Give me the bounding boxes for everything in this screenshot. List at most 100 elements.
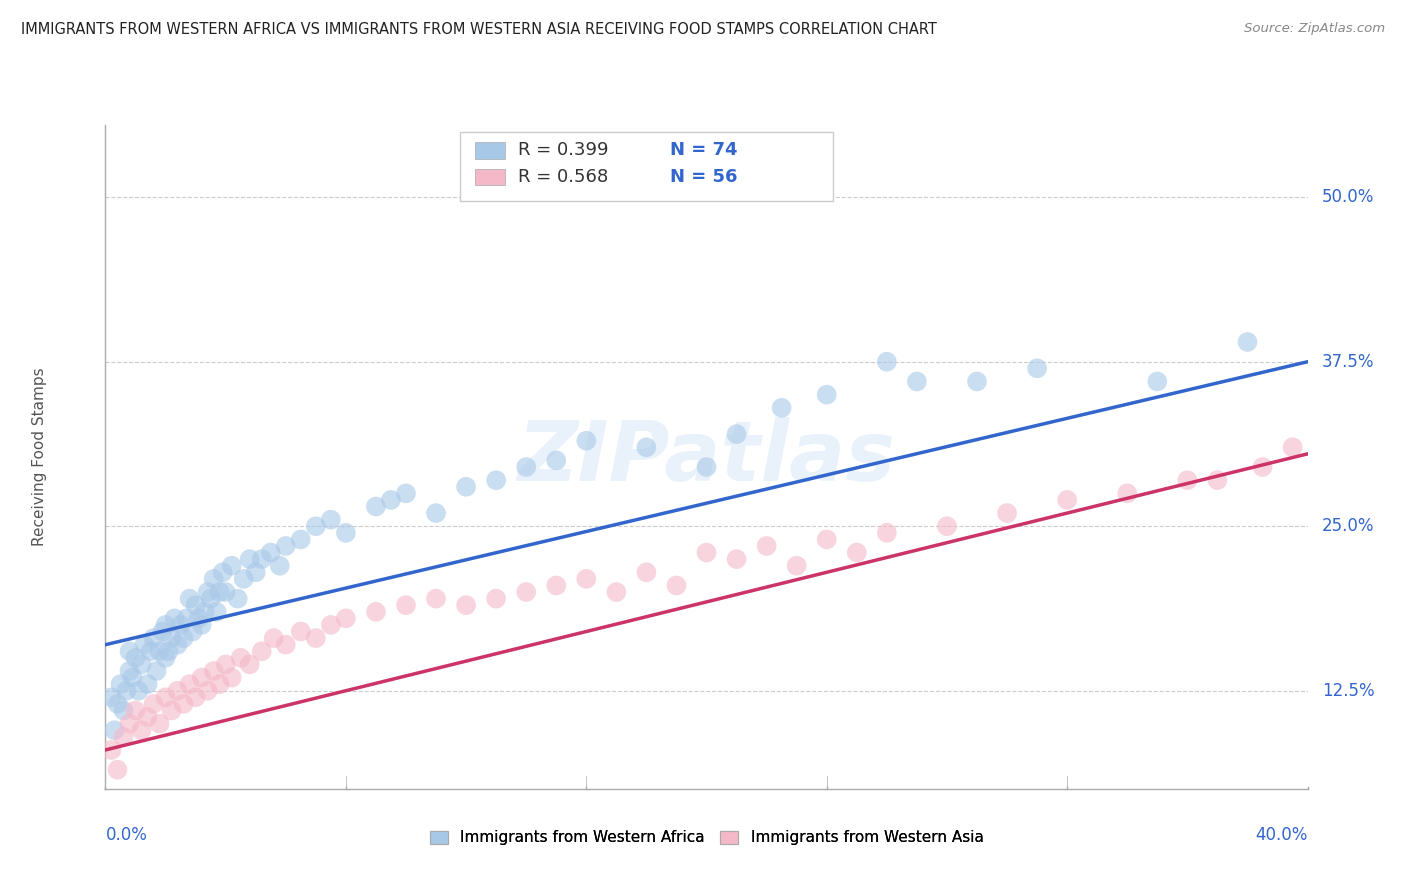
- Point: [696, 460, 718, 475]
- Point: [136, 710, 159, 724]
- Point: [485, 591, 508, 606]
- FancyBboxPatch shape: [460, 131, 832, 202]
- FancyBboxPatch shape: [474, 169, 505, 186]
- Point: [815, 533, 838, 547]
- Point: [876, 525, 898, 540]
- Point: [184, 598, 207, 612]
- Point: [110, 677, 132, 691]
- Point: [905, 375, 928, 389]
- Point: [155, 650, 177, 665]
- Point: [1251, 460, 1274, 475]
- Point: [380, 492, 402, 507]
- Point: [1206, 473, 1229, 487]
- Point: [190, 671, 212, 685]
- Text: Source: ZipAtlas.com: Source: ZipAtlas.com: [1244, 22, 1385, 36]
- Point: [121, 671, 143, 685]
- Point: [815, 387, 838, 401]
- Point: [876, 355, 898, 369]
- Text: R = 0.399: R = 0.399: [517, 141, 609, 159]
- Point: [319, 618, 342, 632]
- Point: [250, 644, 273, 658]
- Point: [214, 585, 236, 599]
- Point: [163, 611, 186, 625]
- Point: [425, 506, 447, 520]
- Point: [305, 631, 328, 645]
- Point: [995, 506, 1018, 520]
- Point: [103, 723, 125, 738]
- Point: [290, 533, 312, 547]
- Point: [179, 677, 201, 691]
- Text: N = 56: N = 56: [671, 168, 738, 186]
- Point: [605, 585, 627, 599]
- Text: N = 74: N = 74: [671, 141, 738, 159]
- Point: [1281, 440, 1303, 454]
- Point: [546, 578, 568, 592]
- Legend: Immigrants from Western Africa, Immigrants from Western Asia: Immigrants from Western Africa, Immigran…: [423, 824, 990, 852]
- Text: 40.0%: 40.0%: [1256, 826, 1308, 844]
- Point: [290, 624, 312, 639]
- Point: [100, 743, 122, 757]
- Point: [173, 697, 195, 711]
- Point: [250, 552, 273, 566]
- Point: [786, 558, 808, 573]
- Point: [395, 598, 418, 612]
- Point: [425, 591, 447, 606]
- Point: [245, 566, 267, 580]
- Point: [134, 638, 156, 652]
- Point: [166, 638, 188, 652]
- Point: [118, 644, 141, 658]
- Point: [107, 763, 129, 777]
- Point: [546, 453, 568, 467]
- Point: [184, 690, 207, 705]
- Point: [335, 525, 357, 540]
- Point: [239, 552, 262, 566]
- Point: [305, 519, 328, 533]
- Point: [124, 650, 146, 665]
- Text: R = 0.568: R = 0.568: [517, 168, 607, 186]
- Point: [515, 585, 537, 599]
- Point: [1146, 375, 1168, 389]
- Point: [229, 650, 252, 665]
- Point: [148, 644, 170, 658]
- Point: [208, 677, 231, 691]
- Point: [636, 440, 658, 454]
- Point: [160, 631, 183, 645]
- Point: [364, 500, 387, 514]
- Point: [665, 578, 688, 592]
- Point: [100, 690, 122, 705]
- Point: [187, 611, 209, 625]
- Point: [142, 631, 165, 645]
- Point: [1056, 492, 1078, 507]
- Point: [148, 716, 170, 731]
- Point: [208, 585, 231, 599]
- Point: [335, 611, 357, 625]
- Point: [1026, 361, 1049, 376]
- Point: [269, 558, 291, 573]
- Point: [181, 624, 204, 639]
- FancyBboxPatch shape: [474, 142, 505, 159]
- Point: [176, 611, 198, 625]
- Point: [221, 558, 243, 573]
- Text: Receiving Food Stamps: Receiving Food Stamps: [32, 368, 46, 547]
- Point: [131, 657, 153, 672]
- Point: [454, 480, 477, 494]
- Point: [936, 519, 959, 533]
- Point: [131, 723, 153, 738]
- Text: 50.0%: 50.0%: [1322, 188, 1375, 206]
- Point: [205, 605, 228, 619]
- Point: [128, 683, 150, 698]
- Point: [118, 716, 141, 731]
- Point: [485, 473, 508, 487]
- Point: [197, 585, 219, 599]
- Point: [454, 598, 477, 612]
- Point: [575, 434, 598, 448]
- Text: IMMIGRANTS FROM WESTERN AFRICA VS IMMIGRANTS FROM WESTERN ASIA RECEIVING FOOD ST: IMMIGRANTS FROM WESTERN AFRICA VS IMMIGR…: [21, 22, 936, 37]
- Point: [725, 552, 748, 566]
- Point: [169, 618, 191, 632]
- Point: [136, 677, 159, 691]
- Point: [845, 545, 868, 559]
- Point: [145, 664, 167, 678]
- Point: [221, 671, 243, 685]
- Point: [214, 657, 236, 672]
- Point: [755, 539, 778, 553]
